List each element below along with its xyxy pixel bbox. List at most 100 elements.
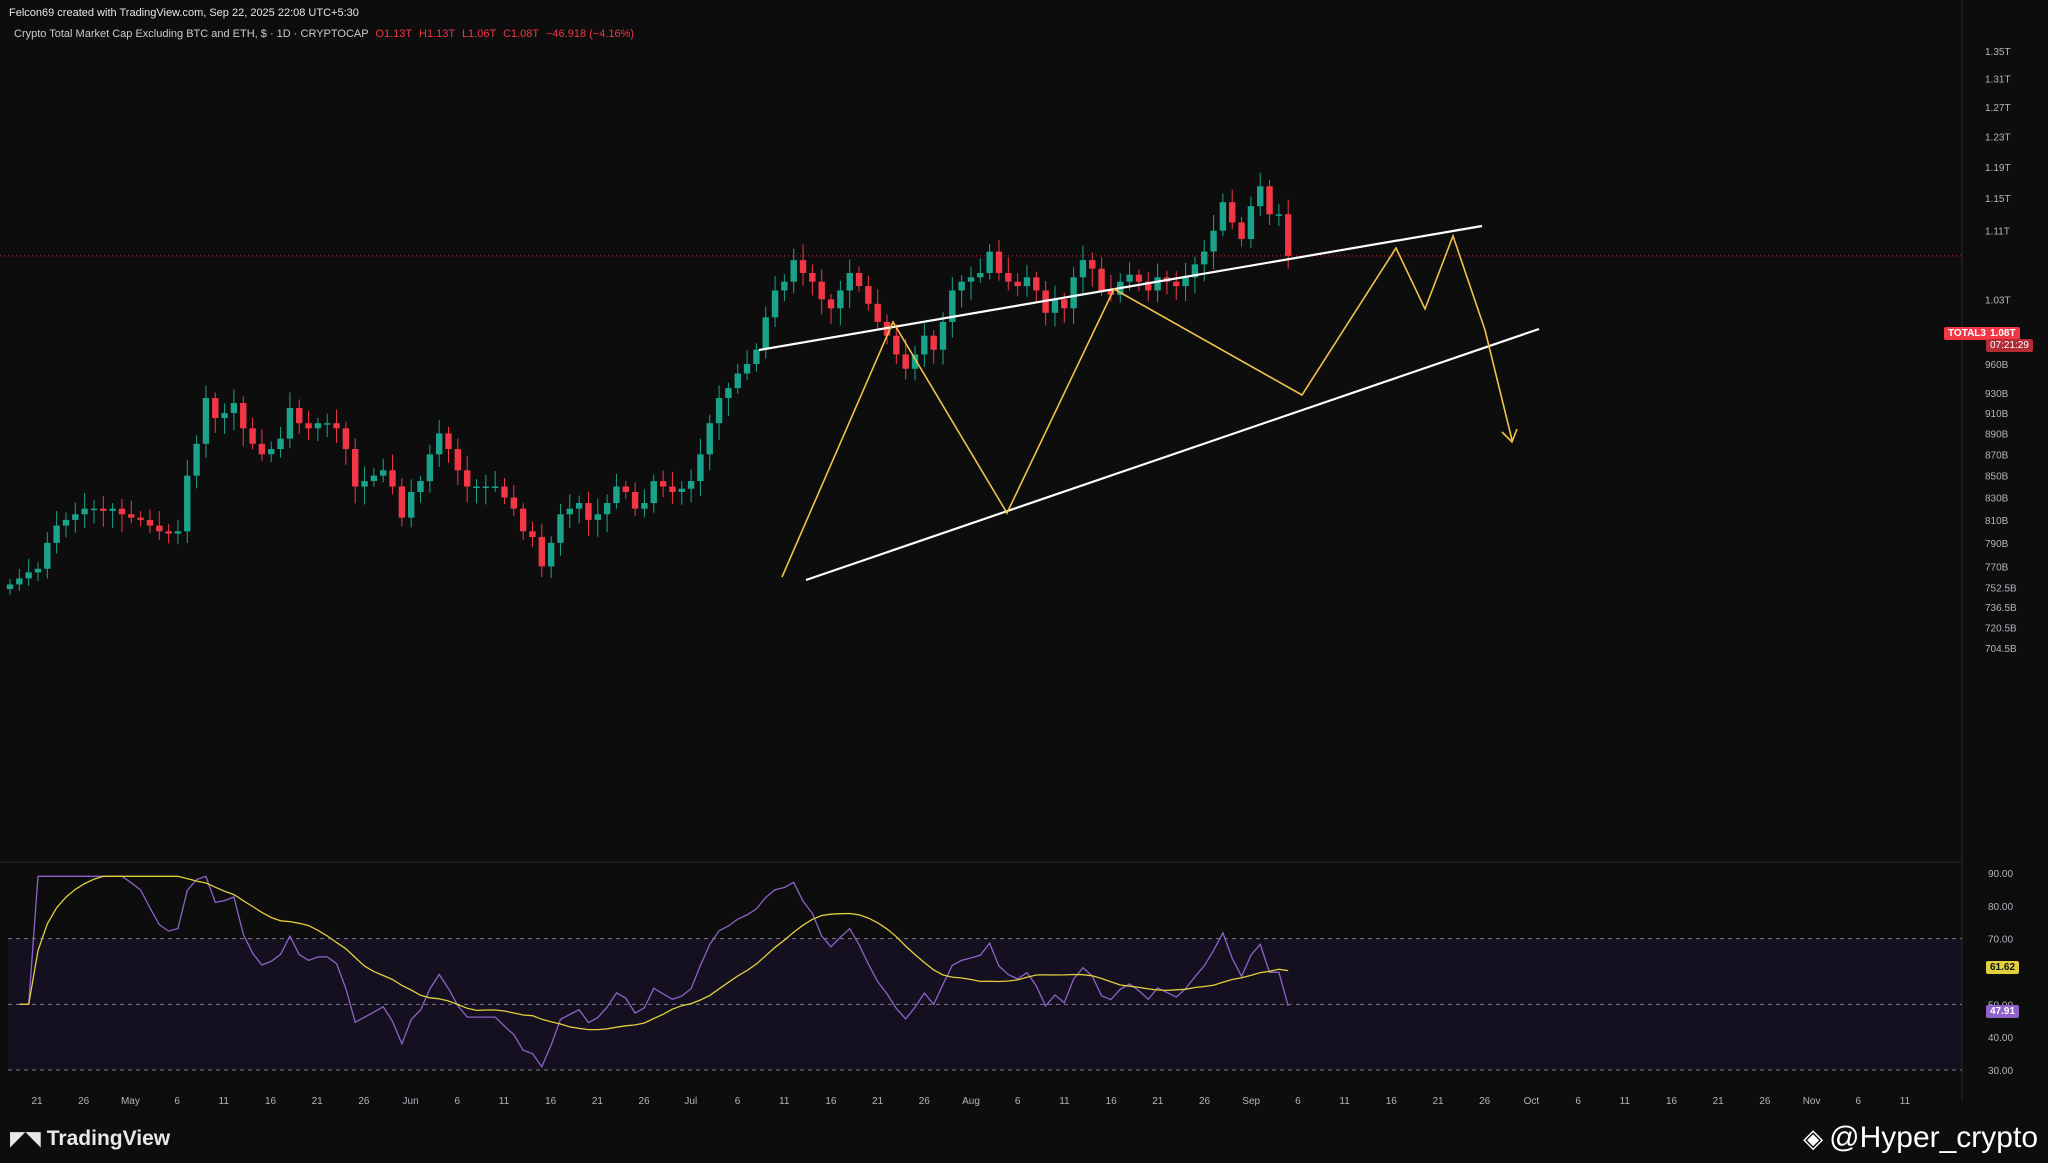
- time-tick-label: 6: [1575, 1096, 1581, 1107]
- price-tick-label: 752.5B: [1985, 583, 2017, 594]
- time-tick-label: 21: [312, 1096, 324, 1107]
- candle-body: [473, 486, 480, 489]
- candle-body: [799, 260, 807, 273]
- candle-body: [1173, 281, 1180, 287]
- price-tick-label: 910B: [1985, 409, 2009, 420]
- rsi-tick-label: 90.00: [1988, 869, 2013, 880]
- candle-body: [1154, 277, 1161, 291]
- ohlc-open: O1.13T: [375, 28, 412, 40]
- price-tick-label: 810B: [1985, 516, 2009, 527]
- candle-body: [53, 525, 60, 543]
- candle-body: [240, 403, 247, 429]
- candle-body: [865, 286, 872, 304]
- candle-body: [1201, 251, 1208, 265]
- projection-arrow-line: [1484, 329, 1513, 441]
- last-price-tag: 1.08T: [1986, 327, 2020, 340]
- time-tick-label: 26: [919, 1096, 931, 1107]
- candle-body: [977, 272, 984, 278]
- candle-body: [118, 508, 126, 515]
- candle-body: [268, 449, 275, 455]
- candle-body: [202, 398, 210, 444]
- candle-body: [893, 335, 900, 355]
- candle-body: [277, 438, 284, 450]
- candle-body: [641, 503, 648, 509]
- candle-body: [725, 388, 732, 399]
- candle-body: [230, 403, 238, 414]
- candle-body: [454, 449, 462, 471]
- chart-drawings[interactable]: [758, 224, 1540, 582]
- rsi-tick-label: 30.00: [1988, 1066, 2013, 1077]
- candle-body: [753, 349, 760, 364]
- ohlc-change: −46.918 (−4.16%): [546, 28, 635, 40]
- candle-body: [790, 260, 797, 282]
- candle-body: [1191, 264, 1199, 278]
- candle-body: [631, 492, 639, 509]
- candle-body: [1229, 202, 1236, 223]
- candle-body: [62, 519, 70, 526]
- time-tick-label: 11: [219, 1096, 230, 1107]
- watermark-text: @Hyper_crypto: [1829, 1121, 2038, 1154]
- candle-body: [81, 508, 88, 515]
- time-tick-label: Aug: [962, 1096, 980, 1107]
- time-tick-label: 21: [872, 1096, 884, 1107]
- price-tick-label: 1.19T: [1985, 163, 2011, 174]
- candle-body: [491, 486, 499, 489]
- symbol-legend[interactable]: Crypto Total Market Cap Excluding BTC an…: [14, 28, 634, 40]
- rsi-tick-label: 70.00: [1988, 935, 2013, 946]
- candle-body: [352, 449, 359, 487]
- time-tick-label: 11: [1059, 1096, 1070, 1107]
- candle-body: [911, 354, 919, 369]
- time-tick-label: Oct: [1524, 1096, 1540, 1107]
- candle-body: [221, 413, 228, 419]
- candle-body: [1098, 268, 1105, 291]
- candle-body: [445, 433, 452, 450]
- candle-body: [258, 443, 266, 455]
- candle-body: [1135, 274, 1143, 282]
- time-tick-label: 11: [1900, 1096, 1911, 1107]
- time-tick-label: 21: [592, 1096, 604, 1107]
- candle-body: [1089, 260, 1096, 269]
- time-tick-label: 26: [1759, 1096, 1771, 1107]
- time-tick-label: 6: [455, 1096, 461, 1107]
- candle-body: [603, 503, 611, 515]
- candle-body: [547, 542, 555, 567]
- candle-body: [249, 428, 256, 444]
- candle-body: [697, 454, 704, 482]
- candle-body: [1219, 202, 1227, 231]
- tradingview-logo[interactable]: ◤◥ TradingView: [10, 1126, 170, 1151]
- candle-body: [1023, 277, 1031, 287]
- wedge-lower-trendline: [805, 327, 1540, 582]
- candle-body: [613, 486, 620, 504]
- candle-body: [34, 568, 42, 573]
- candle-body: [566, 508, 573, 515]
- candle-body: [1107, 290, 1115, 295]
- time-tick-label: 11: [1620, 1096, 1631, 1107]
- footer-bar: [0, 1100, 2048, 1163]
- candle-body: [594, 514, 601, 520]
- candle-body: [137, 517, 144, 520]
- candle-body: [109, 508, 116, 511]
- rsi-tick-label: 40.00: [1988, 1033, 2013, 1044]
- candle-body: [706, 423, 713, 455]
- candle-body: [435, 433, 443, 455]
- candle-body: [16, 578, 23, 585]
- time-tick-label: 21: [1713, 1096, 1725, 1107]
- candle-body: [324, 423, 331, 425]
- candle-body: [575, 503, 583, 509]
- time-tick-label: 26: [1199, 1096, 1211, 1107]
- candle-body: [1126, 274, 1133, 282]
- candle-body: [193, 443, 200, 476]
- candle-body: [743, 363, 751, 374]
- candle-body: [407, 492, 415, 518]
- candle-body: [501, 486, 508, 498]
- time-tick-label: Sep: [1242, 1096, 1260, 1107]
- candle-body: [622, 486, 629, 493]
- price-tick-label: 736.5B: [1985, 603, 2017, 614]
- time-tick-label: 16: [1666, 1096, 1678, 1107]
- candle-body: [370, 475, 378, 482]
- candle-body: [809, 272, 816, 282]
- candle-body: [1266, 186, 1273, 215]
- price-tick-label: 1.11T: [1985, 227, 2010, 238]
